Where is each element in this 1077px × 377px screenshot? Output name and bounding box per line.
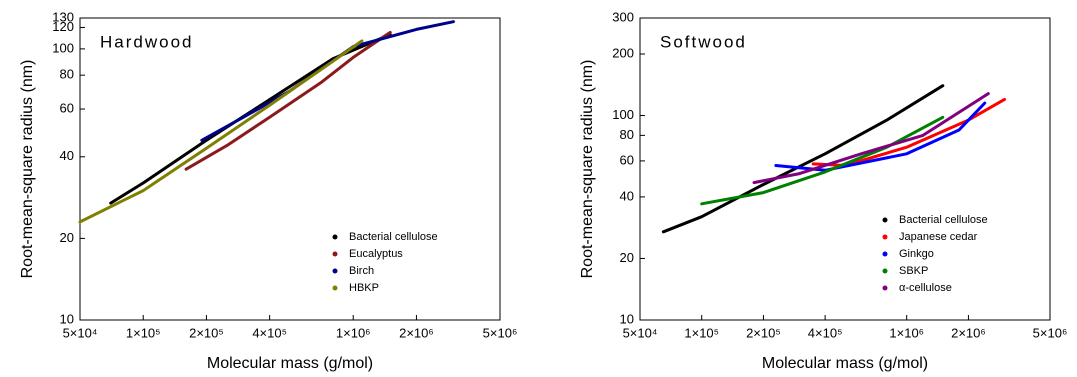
x-axis-label: Molecular mass (g/mol) (207, 355, 373, 372)
x-tick-label: 5×10⁴ (63, 325, 98, 340)
legend-label: Bacterial cellulose (899, 214, 988, 226)
y-tick-label: 100 (612, 107, 634, 122)
x-tick-label: 1×10⁵ (126, 325, 161, 340)
legend-label: HBKP (349, 282, 379, 294)
series-line (184, 30, 392, 171)
x-tick-label: 1×10⁶ (336, 325, 371, 340)
x-tick-label: 2×10⁶ (951, 325, 986, 340)
x-tick-label: 5×10⁶ (483, 325, 518, 340)
legend-marker (882, 268, 888, 274)
y-tick-label: 10 (620, 311, 634, 326)
x-tick-label: 5×10⁴ (623, 325, 658, 340)
plot-frame (79, 17, 501, 321)
series-line (700, 115, 945, 206)
y-tick-label: 200 (612, 45, 634, 60)
legend-marker (882, 217, 888, 223)
x-tick-label: 2×10⁵ (746, 325, 781, 340)
series-line (78, 39, 364, 224)
legend-label: α-cellulose (899, 282, 952, 294)
plot-frame (639, 17, 1051, 321)
legend-label: SBKP (899, 265, 928, 277)
y-tick-label: 20 (60, 230, 74, 245)
y-tick-label: 100 (52, 40, 74, 55)
series-line (200, 20, 455, 142)
y-tick-label: 300 (612, 9, 634, 24)
panel-title: Hardwood (100, 32, 194, 51)
x-axis-label: Molecular mass (g/mol) (762, 355, 928, 372)
series-line (774, 101, 987, 172)
y-tick-label: 20 (620, 250, 634, 265)
x-tick-label: 4×10⁵ (808, 325, 843, 340)
y-tick-label: 10 (60, 311, 74, 326)
y-tick-label: 80 (60, 67, 74, 82)
legend-marker (332, 234, 338, 240)
legend-label: Japanese cedar (899, 231, 978, 243)
legend-label: Birch (349, 265, 374, 277)
legend-marker (882, 251, 888, 257)
y-axis-label: Root-mean-square radius (nm) (19, 60, 36, 279)
legend-marker (332, 268, 338, 274)
y-tick-label: 60 (60, 100, 74, 115)
panel-title: Softwood (660, 32, 747, 51)
series-line (752, 92, 990, 185)
legend-marker (332, 285, 338, 291)
x-tick-label: 1×10⁵ (684, 325, 719, 340)
x-tick-label: 4×10⁵ (252, 325, 287, 340)
y-tick-label: 60 (620, 152, 634, 167)
x-tick-label: 5×10⁶ (1033, 325, 1068, 340)
legend-marker (882, 285, 888, 291)
x-tick-label: 2×10⁶ (399, 325, 434, 340)
legend-marker (882, 234, 888, 240)
y-tick-label: 130 (52, 9, 74, 24)
series-line (811, 97, 1006, 167)
y-tick-label: 40 (620, 188, 634, 203)
legend-label: Ginkgo (899, 248, 934, 260)
y-tick-label: 80 (620, 127, 634, 142)
legend-label: Eucalyptus (349, 248, 403, 260)
y-tick-label: 40 (60, 148, 74, 163)
legend-marker (332, 251, 338, 257)
series-line (661, 84, 945, 234)
x-tick-label: 1×10⁶ (889, 325, 924, 340)
y-tick-label: 120 (52, 19, 74, 34)
x-tick-label: 2×10⁵ (189, 325, 224, 340)
legend-label: Bacterial cellulose (349, 231, 438, 243)
y-axis-label: Root-mean-square radius (nm) (579, 60, 596, 279)
